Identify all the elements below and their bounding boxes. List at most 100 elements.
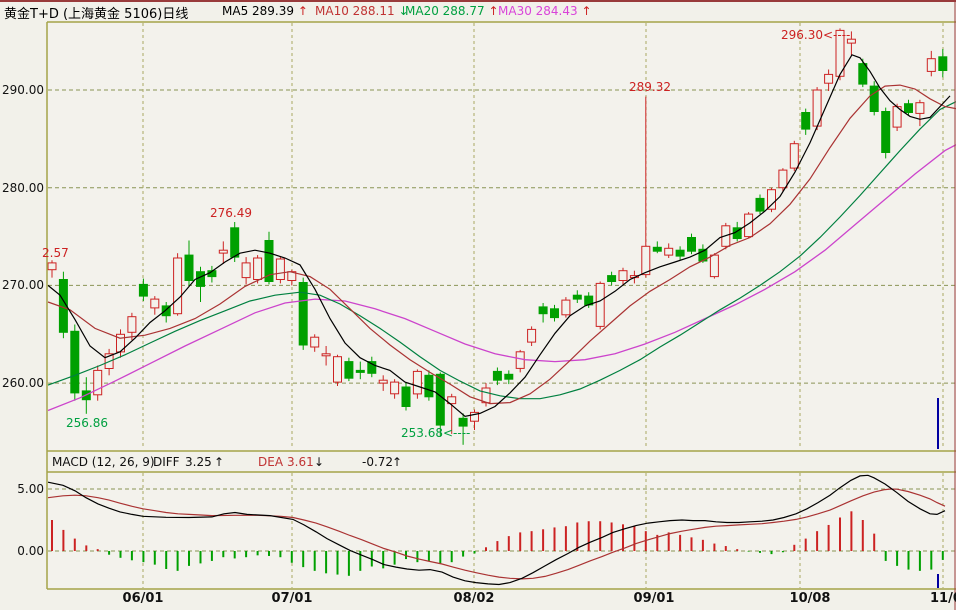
macd-indicator-label: MACD (12, 26, 9) xyxy=(52,455,155,469)
ma5-line xyxy=(47,54,951,417)
candle-body xyxy=(652,246,662,252)
candle-body xyxy=(904,103,913,113)
candle-series xyxy=(47,28,948,445)
candle-body xyxy=(367,361,377,374)
candle-body xyxy=(561,299,571,316)
candle-body xyxy=(218,249,228,254)
candle-body xyxy=(550,308,559,319)
candle-body xyxy=(435,373,445,426)
candle-body xyxy=(70,330,80,394)
ma10-legend: MA10 288.11 ↓ xyxy=(315,4,409,18)
candle-body xyxy=(127,316,137,333)
candle-body xyxy=(390,381,400,395)
dea-arrow-icon: ↓ xyxy=(314,455,325,469)
main-chart-panel[interactable] xyxy=(48,23,955,450)
macd-axis-label-5: 5.00 xyxy=(17,482,44,496)
candle-body xyxy=(767,189,776,210)
macd-plot xyxy=(47,474,946,586)
candle-body xyxy=(264,240,274,282)
candle-body xyxy=(538,306,548,315)
annotation-spike-high: 289.32 xyxy=(629,80,671,94)
candle-body xyxy=(424,374,434,398)
candle-body xyxy=(504,373,514,380)
candle-body xyxy=(858,63,868,85)
macd-value: -0.72 xyxy=(362,455,394,469)
candle-body xyxy=(846,38,856,44)
ma30-arrow-icon: ↑ xyxy=(581,4,592,18)
diff-value: 3.25 xyxy=(185,455,212,469)
y-axis-label-270: 270.00 xyxy=(2,278,44,292)
candle-body xyxy=(778,169,788,189)
ma30-line xyxy=(47,144,956,412)
diff-line xyxy=(47,474,946,586)
ma20-arrow-icon: ↑ xyxy=(488,4,499,18)
candle-body xyxy=(275,258,285,280)
window-top-edge xyxy=(0,0,956,2)
candle-body xyxy=(470,411,479,422)
candle-body xyxy=(355,369,365,373)
candle-body xyxy=(709,254,719,278)
ma10-line xyxy=(47,84,956,405)
y-axis-label-260: 260.00 xyxy=(2,376,44,390)
candle-body xyxy=(93,369,103,396)
page-title: 黄金T+D (上海黄金 5106)日线 xyxy=(4,7,189,22)
macd-panel[interactable] xyxy=(48,473,955,588)
x-axis-label-jul: 07/01 xyxy=(271,591,313,606)
annotation-low-min: 253.68<---- xyxy=(401,426,471,440)
candle-body xyxy=(607,275,617,283)
ma30-legend: MA30 284.43 ↑ xyxy=(498,4,592,18)
candle-body xyxy=(675,249,685,257)
annotation-first-high: 2.57 xyxy=(42,246,69,260)
x-axis-label-sep: 09/01 xyxy=(633,591,675,606)
candle-body xyxy=(801,112,811,130)
macd-axis-label-0: 0.00 xyxy=(17,544,44,558)
annotation-low1: 256.86 xyxy=(66,416,108,430)
candle-body xyxy=(458,417,468,427)
candle-body xyxy=(138,283,148,297)
ma5-legend: MA5 289.39 ↑ xyxy=(222,4,308,18)
candle-body xyxy=(789,143,799,169)
candle-body xyxy=(230,227,240,258)
dea-value: 3.61 xyxy=(287,455,314,469)
candle-body xyxy=(915,102,925,114)
candle-body xyxy=(515,351,525,369)
annotation-swing-high: 276.49 xyxy=(210,206,252,220)
y-axis-label-290: 290.00 xyxy=(2,83,44,97)
candle-body xyxy=(824,73,834,84)
candle-body xyxy=(412,370,422,395)
x-axis-label-oct: 10/08 xyxy=(789,591,831,606)
candle-body xyxy=(173,257,183,315)
candle-body xyxy=(47,262,57,271)
candle-body xyxy=(869,85,879,112)
y-axis-label-280: 280.00 xyxy=(2,181,44,195)
candle-body xyxy=(321,353,331,357)
candle-body xyxy=(572,294,582,300)
candle-body xyxy=(253,257,263,280)
ma5-arrow-icon: ↑ xyxy=(297,4,308,18)
candle-body xyxy=(492,370,502,381)
candle-body xyxy=(938,56,948,71)
ma20-line xyxy=(47,101,956,400)
candle-body xyxy=(881,111,891,153)
x-axis-label-aug: 08/02 xyxy=(453,591,495,606)
x-axis-label-jun: 06/01 xyxy=(122,591,164,606)
candle-body xyxy=(161,305,171,317)
candle-body xyxy=(333,356,342,383)
candle-body xyxy=(184,254,194,282)
dea-label: DEA xyxy=(258,455,284,469)
candle-body xyxy=(641,245,651,276)
candle-body xyxy=(527,328,537,343)
candle-body xyxy=(926,58,936,72)
candle-body xyxy=(298,282,308,346)
candle-body xyxy=(687,237,696,252)
candle-body xyxy=(481,387,491,404)
diff-label: DIFF xyxy=(153,455,180,469)
candle-body xyxy=(378,379,388,384)
ma-lines xyxy=(47,54,956,417)
candle-body xyxy=(447,396,457,405)
candle-body xyxy=(310,336,320,348)
candle-body xyxy=(196,271,205,287)
dea-line xyxy=(47,488,946,580)
